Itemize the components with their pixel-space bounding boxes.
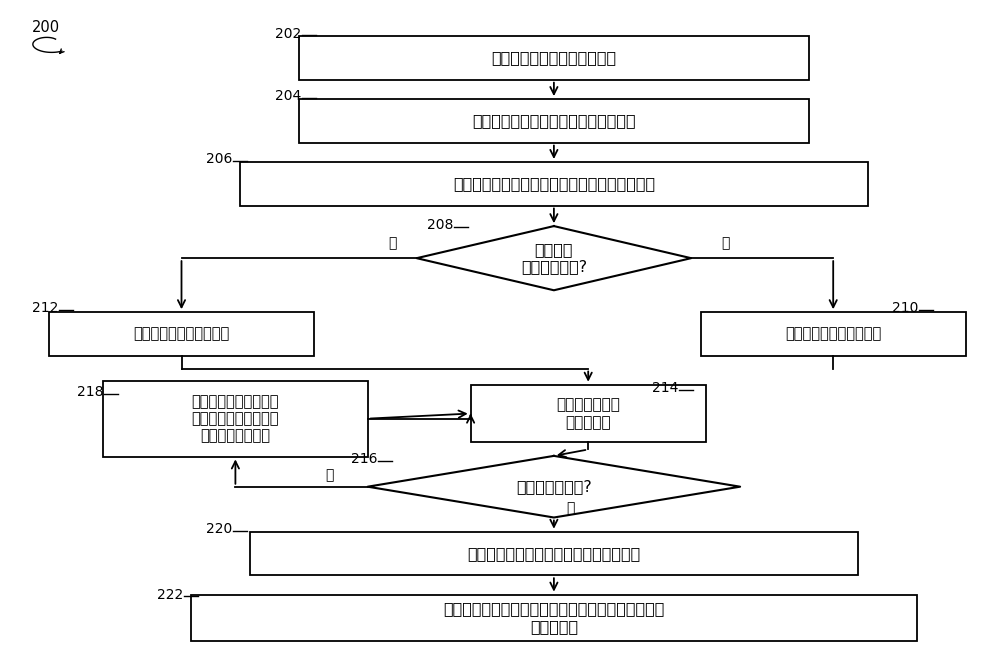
- Text: 满足所有限制吗?: 满足所有限制吗?: [516, 479, 592, 494]
- Text: 210: 210: [892, 301, 918, 315]
- Polygon shape: [368, 456, 740, 517]
- Text: 204: 204: [275, 90, 301, 103]
- Text: 否: 否: [325, 468, 334, 482]
- Text: 是: 是: [388, 236, 396, 250]
- Text: 220: 220: [206, 522, 232, 536]
- Polygon shape: [417, 226, 691, 290]
- Text: 206: 206: [206, 153, 232, 166]
- Text: 接收操作员命令和传感器信息: 接收操作员命令和传感器信息: [491, 50, 616, 66]
- Text: 将发动机模型的结果从模型模块输出到排序模块: 将发动机模型的结果从模型模块输出到排序模块: [453, 176, 655, 191]
- Text: 208: 208: [426, 218, 453, 232]
- Text: 218: 218: [77, 384, 103, 399]
- Text: 202: 202: [275, 26, 301, 41]
- Text: 216: 216: [351, 452, 378, 466]
- Bar: [299, 99, 809, 143]
- Text: 否: 否: [721, 236, 730, 250]
- Bar: [240, 162, 868, 206]
- Text: 是: 是: [566, 502, 575, 515]
- Text: 200: 200: [32, 20, 60, 35]
- Bar: [250, 532, 858, 575]
- Text: 设置催化剂最小升温速率: 设置催化剂最小升温速率: [133, 326, 230, 341]
- Text: 基于用排序最高的控制点和操作员命令更新的控制图
控制发动机: 基于用排序最高的控制点和操作员命令更新的控制图 控制发动机: [443, 601, 665, 634]
- Text: 212: 212: [32, 301, 58, 315]
- Bar: [103, 381, 368, 457]
- Bar: [701, 312, 966, 356]
- Text: 选择候选控制点组并输出到发动机模型: 选择候选控制点组并输出到发动机模型: [472, 113, 636, 128]
- Text: 选择排序最高的候选控制点并更新控制图: 选择排序最高的候选控制点并更新控制图: [467, 546, 641, 561]
- Text: 214: 214: [652, 381, 678, 395]
- Bar: [191, 595, 917, 641]
- Bar: [471, 384, 706, 442]
- Text: 计算候选控制点
组的排序值: 计算候选控制点 组的排序值: [556, 398, 620, 430]
- Text: 催化剂是
否处于冷状态?: 催化剂是 否处于冷状态?: [521, 242, 587, 274]
- Text: 选择附加的候选控制点
组并将发动机模型的结
果输出到排序模块: 选择附加的候选控制点 组并将发动机模型的结 果输出到排序模块: [192, 394, 279, 443]
- Text: 222: 222: [157, 588, 183, 601]
- Bar: [49, 312, 314, 356]
- Bar: [299, 36, 809, 80]
- Text: 移除催化剂最小升温速率: 移除催化剂最小升温速率: [785, 326, 881, 341]
